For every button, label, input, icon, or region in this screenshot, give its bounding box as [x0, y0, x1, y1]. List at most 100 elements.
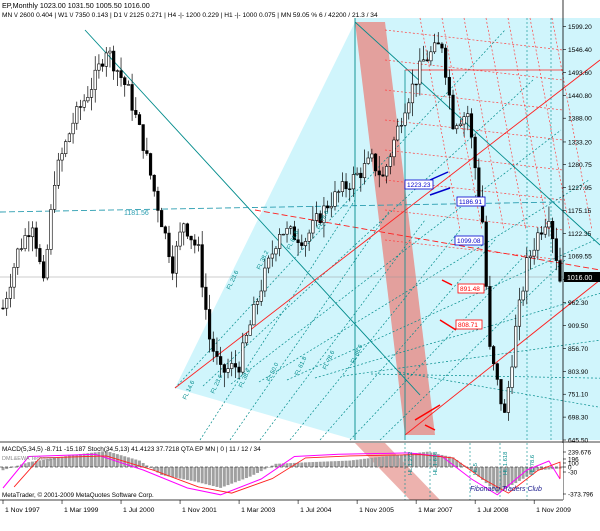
candle-body [385, 166, 389, 177]
candle-body [163, 226, 167, 234]
macd-bar [370, 457, 374, 467]
candle-body [381, 174, 385, 177]
indicator-sub-label: DML&EWA Technique [2, 456, 56, 462]
indicator-pane: HL 1.272 HL 1.618 HL 5 HL 1.618 HL 78.6 MACD… [0, 443, 594, 500]
candle-body [23, 235, 27, 250]
macd-bar [38, 460, 42, 467]
chart-symbol-line: EP,Monthly 1023.00 1031.50 1005.50 1016.… [2, 1, 150, 10]
macd-bar [536, 467, 540, 471]
copyright-text: MetaTrader, © 2001-2009 MetaQuotes Softw… [2, 491, 154, 499]
macd-bar [149, 467, 153, 468]
macd-bar [274, 463, 278, 467]
current-price-box [564, 272, 600, 282]
candle-body [1, 307, 5, 310]
candle-body [554, 238, 558, 261]
candle-body [348, 188, 352, 190]
macd-bar [64, 456, 68, 467]
teal-fan-line [230, 129, 562, 385]
candle-body [484, 221, 488, 287]
candle-body [5, 298, 9, 309]
candle-body [252, 304, 256, 326]
candle-body [337, 191, 341, 193]
candle-body [152, 174, 156, 192]
macd-bar [278, 463, 282, 467]
indicator-tick-label: -30 [568, 470, 578, 477]
macd-bar [115, 454, 119, 467]
candle-body [447, 77, 451, 96]
macd-bar [263, 467, 267, 470]
macd-bar [101, 451, 105, 467]
macd-bar [138, 460, 141, 467]
macd-bar [440, 454, 444, 467]
macd-bar [554, 467, 558, 469]
candle-body [392, 139, 396, 158]
candle-body [340, 181, 344, 193]
candle-body [492, 346, 496, 364]
macd-bar [12, 466, 16, 468]
macd-bar [484, 467, 488, 484]
candle-body [16, 248, 20, 268]
candle-body [403, 112, 407, 126]
horizontal-level-line [0, 201, 561, 213]
candle-body [499, 379, 503, 405]
candle-body [418, 60, 422, 85]
candle-body [134, 110, 138, 115]
macd-bar [348, 460, 352, 467]
macd-bar [230, 467, 234, 484]
candle-body [495, 363, 499, 380]
indicator-fib-label: HL 1.618 [503, 452, 509, 475]
candle-body [473, 136, 477, 169]
candle-body [455, 125, 459, 130]
red-dashed-projection [254, 209, 600, 271]
indicator-red-zone [355, 443, 440, 500]
macd-bar [1, 467, 5, 471]
macd-bar [532, 467, 536, 473]
red-trend-line-1 [174, 59, 600, 389]
stoch-main-line [2, 452, 561, 496]
price-box-b4: 891.48 [457, 283, 485, 294]
candle-body [145, 150, 149, 154]
macd-bar [104, 450, 108, 467]
candle-body [156, 190, 160, 211]
indicator-fib-label: HL 1.618 [433, 452, 439, 475]
macd-bar [311, 462, 315, 467]
macd-bar [119, 455, 123, 467]
macd-bar [466, 467, 470, 469]
macd-bar [248, 467, 252, 477]
candle-body [274, 248, 278, 255]
macd-bar [244, 467, 248, 479]
macd-bar [495, 467, 499, 493]
candle-body [289, 226, 293, 229]
macd-bar [270, 465, 274, 467]
macd-bar [182, 467, 186, 480]
macd-bar [399, 454, 403, 467]
price-pane: FL 14.6 FL 23.6 FL 38.2 FL 50.0 FL 61.8 FL 78… [0, 17, 600, 441]
candle-body [38, 248, 42, 263]
candle-body [318, 213, 322, 224]
macd-bar [363, 458, 366, 467]
candle-body [425, 59, 429, 62]
candle-body [8, 286, 12, 299]
time-tick-label: 1 Jul 2004 [300, 507, 332, 514]
macd-bar [381, 456, 385, 467]
candle-body [440, 43, 444, 49]
price-tick-label: 1227.95 [568, 185, 592, 192]
macd-bar [385, 456, 389, 467]
candle-body [322, 205, 326, 224]
macd-bar [219, 467, 223, 488]
macd-bar [340, 460, 344, 467]
macd-bar [410, 453, 414, 467]
candle-body [64, 141, 68, 154]
macd-bar [329, 461, 333, 467]
candle-body [71, 122, 75, 135]
macd-bar [215, 467, 219, 487]
candle-body [278, 234, 282, 249]
macd-bar [318, 461, 322, 467]
candle-body [359, 172, 363, 179]
indicator-fib-label: HL 5 [473, 463, 479, 475]
red-projection-arrows [439, 279, 457, 331]
current-price-text: 1016.00 [567, 275, 592, 282]
macd-bar [477, 467, 481, 477]
